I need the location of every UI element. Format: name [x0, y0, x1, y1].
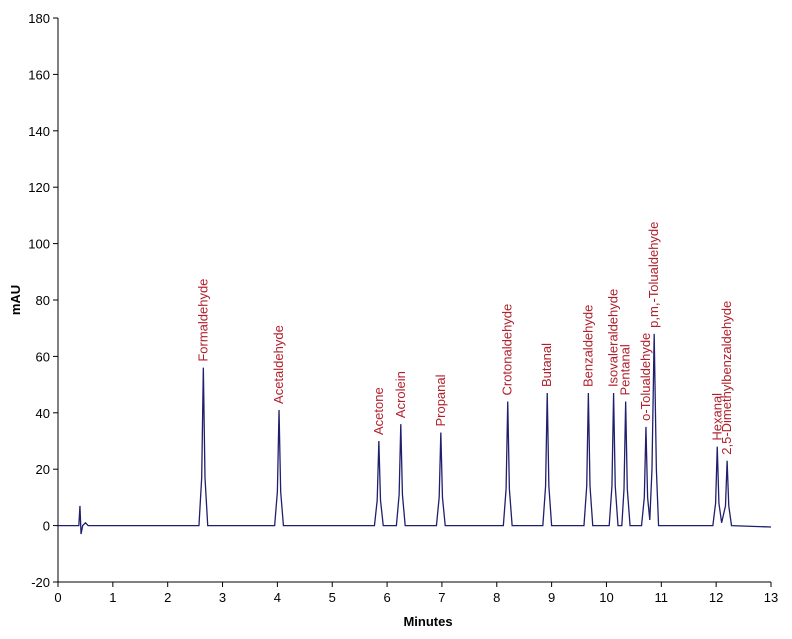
x-tick-label: 13	[764, 590, 778, 605]
x-tick-label: 4	[274, 590, 281, 605]
x-tick-label: 2	[164, 590, 171, 605]
x-tick-label: 11	[655, 590, 669, 605]
y-tick-label: 80	[36, 293, 50, 308]
x-tick-label: 10	[599, 590, 613, 605]
trace	[58, 333, 772, 535]
peak-label: Benzaldehyde	[580, 305, 595, 387]
peak-label: Crotonaldehyde	[500, 304, 515, 396]
x-tick-label: 5	[329, 590, 336, 605]
x-tick-label: 3	[219, 590, 226, 605]
y-axis-label: mAU	[8, 285, 23, 315]
y-tick-label: -20	[31, 575, 50, 590]
y-tick-label: 20	[36, 462, 50, 477]
y-tick-label: 160	[28, 67, 50, 82]
x-axis-label: Minutes	[403, 614, 452, 629]
x-tick-label: 9	[548, 590, 555, 605]
peak-label: Acrolein	[393, 371, 408, 418]
peak-label: Butanal	[539, 343, 554, 387]
peak-label: Formaldehyde	[195, 279, 210, 362]
y-tick-label: 100	[28, 237, 50, 252]
y-tick-label: 60	[36, 349, 50, 364]
peak-label: Acetone	[371, 387, 386, 435]
peak-label: Acetaldehyde	[271, 325, 286, 404]
y-tick-label: 120	[28, 180, 50, 195]
x-tick-label: 6	[383, 590, 390, 605]
peak-label: Pentanal	[618, 344, 633, 395]
peak-label: 2,5-Dimethylbenzaldehyde	[719, 301, 734, 455]
x-tick-label: 0	[54, 590, 61, 605]
peak-label: Isovaleraldehyde	[606, 289, 621, 387]
x-tick-label: 7	[438, 590, 445, 605]
x-tick-label: 12	[709, 590, 723, 605]
peak-label: p,m,-Tolualdehyde	[646, 222, 661, 328]
y-tick-label: 0	[43, 519, 50, 534]
y-tick-label: 140	[28, 124, 50, 139]
peak-label: Hexanal	[709, 393, 724, 441]
x-tick-label: 8	[493, 590, 500, 605]
x-tick-label: 1	[109, 590, 116, 605]
y-tick-label: 40	[36, 406, 50, 421]
peak-label: o-Tolualdehyde	[638, 333, 653, 421]
peak-label: Propanal	[433, 374, 448, 426]
y-tick-label: 180	[28, 11, 50, 26]
